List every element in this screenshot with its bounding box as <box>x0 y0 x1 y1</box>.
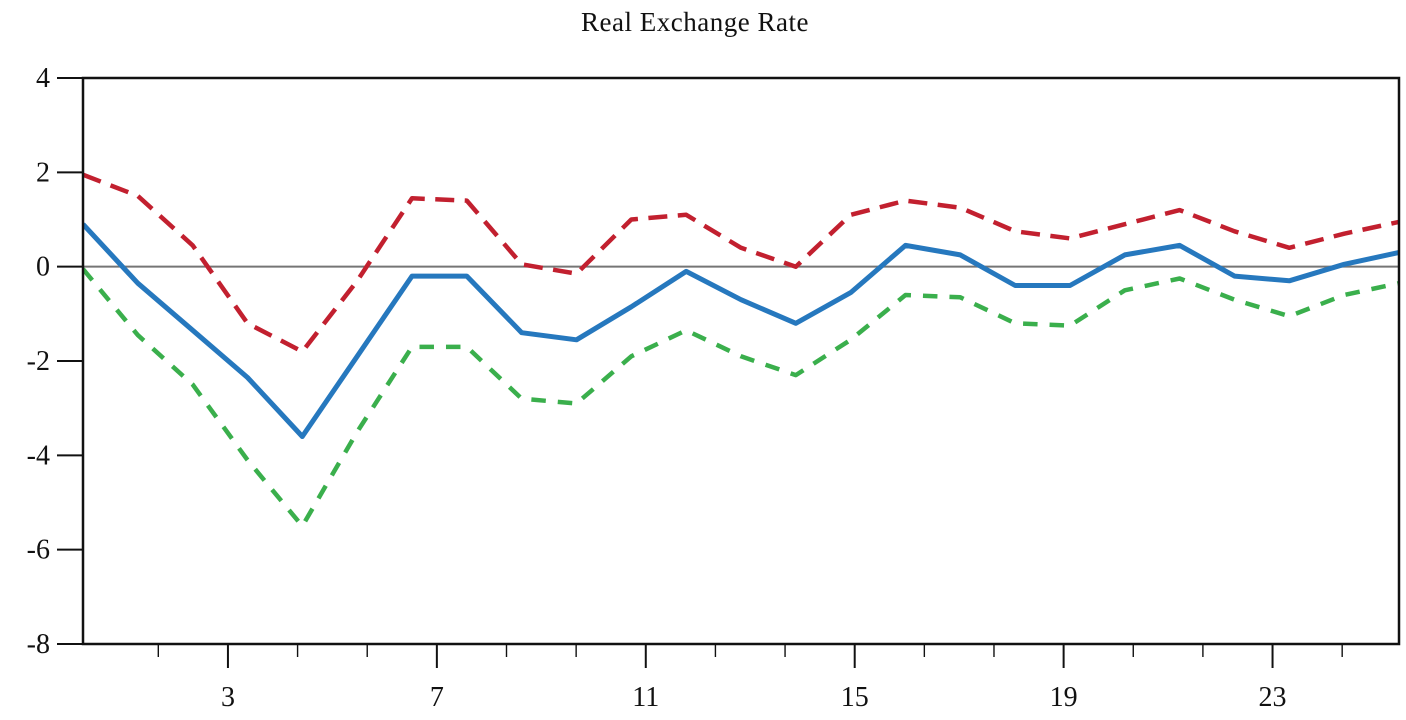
series-group <box>83 172 1399 529</box>
series-line-blue-solid-response <box>83 222 1399 439</box>
plot-border <box>81 76 1401 646</box>
x-axis-tick-label: 11 <box>632 682 659 713</box>
chart-title: Real Exchange Rate <box>581 7 809 37</box>
x-axis-tick-label: 7 <box>430 682 444 713</box>
y-axis-tick-label: 0 <box>36 252 50 283</box>
x-axis-tick-label: 23 <box>1259 682 1287 713</box>
y-axis-tick-label: 4 <box>36 63 50 94</box>
y-axis-tick-label: 2 <box>36 157 50 188</box>
x-axis-tick-label: 15 <box>841 682 869 713</box>
y-axis-tick-label: -6 <box>27 535 50 566</box>
y-axis-tick-label: -8 <box>27 629 50 660</box>
y-axis-tick-label: -4 <box>27 440 50 471</box>
series-line-red-dashed-upper-band <box>83 172 1399 354</box>
series-line-green-dashed-lower-band <box>83 267 1399 529</box>
x-axis-tick-label: 3 <box>221 682 235 713</box>
x-axis-tick-label: 19 <box>1050 682 1078 713</box>
y-axis-tick-label: -2 <box>27 346 50 377</box>
